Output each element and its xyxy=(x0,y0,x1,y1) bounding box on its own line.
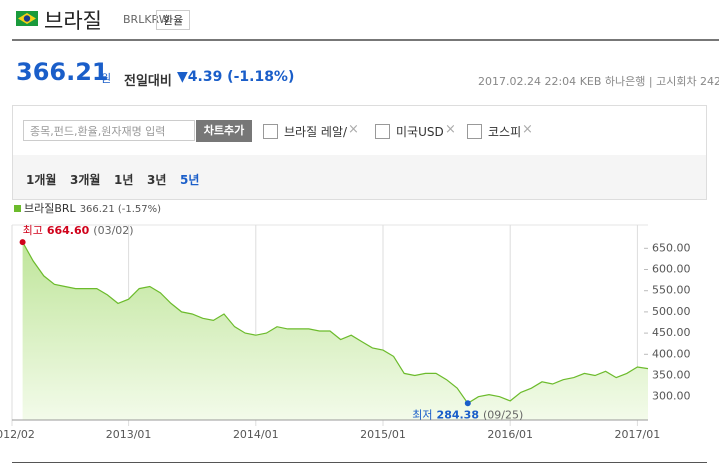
period-tab[interactable]: 5년 xyxy=(180,173,200,187)
period-bar xyxy=(12,155,707,200)
x-tick-label: 2013/01 xyxy=(106,428,152,441)
y-tick-label: 500.00 xyxy=(652,305,691,318)
y-tick-label: 600.00 xyxy=(652,263,691,276)
remove-icon[interactable]: × xyxy=(445,122,456,137)
divider xyxy=(12,39,719,41)
time: 2017.02.24 22:04 xyxy=(478,75,577,88)
compare-checkbox[interactable] xyxy=(467,124,482,139)
source: KEB 하나은행 xyxy=(579,75,646,88)
remove-icon[interactable]: × xyxy=(348,122,359,137)
add-chart-button[interactable]: 차트추가 xyxy=(196,120,252,142)
search-input[interactable]: 종목,펀드,환율,원자재명 입력 xyxy=(23,120,195,141)
legend-label: 브라질BRL xyxy=(24,202,77,215)
x-tick-label: 2016/01 xyxy=(487,428,533,441)
bottom-line xyxy=(12,462,707,463)
currency-name: 브라질 xyxy=(44,9,102,33)
annotation-text: 최고 xyxy=(23,224,43,237)
compare-label: 코스피 xyxy=(488,125,522,139)
price-unit: 원 xyxy=(101,72,112,85)
period-tab[interactable]: 1개월 xyxy=(26,173,57,187)
period-tab[interactable]: 3개월 xyxy=(70,173,101,187)
price: 366.21 xyxy=(16,58,109,86)
high-annotation: 최고 664.60 (03/02) xyxy=(23,224,134,237)
annotation-date: (03/02) xyxy=(93,224,133,237)
low-marker xyxy=(464,400,471,407)
x-tick-label: 2012/02 xyxy=(0,428,35,441)
line xyxy=(22,241,649,405)
compare-checkbox[interactable] xyxy=(375,124,390,139)
y-tick-label: 450.00 xyxy=(652,326,691,339)
change-label: 전일대비 xyxy=(124,74,172,89)
high-marker xyxy=(19,239,26,246)
y-tick-label: 650.00 xyxy=(652,241,691,254)
period-tab[interactable]: 1년 xyxy=(114,173,134,187)
y-tick-label: 550.00 xyxy=(652,284,691,297)
period-tab[interactable]: 3년 xyxy=(147,173,167,187)
low-annotation: 최저 284.38 (09/25) xyxy=(412,408,523,421)
x-tick-label: 2014/01 xyxy=(233,428,279,441)
annotation-value-label: 284.38 xyxy=(437,408,479,421)
change: ▼4.39 (-1.18%) xyxy=(177,69,295,85)
currency-code: BRLKRW xyxy=(123,13,170,26)
annotation-date: (09/25) xyxy=(483,408,523,421)
round: 고시회차 242회 xyxy=(656,75,719,88)
annotation-value-label: 664.60 xyxy=(47,224,90,237)
compare-label: 브라질 레알/ xyxy=(284,125,348,139)
y-tick-label: 400.00 xyxy=(652,347,691,360)
x-tick-label: 2017/01 xyxy=(615,428,661,441)
y-tick-label: 300.00 xyxy=(652,390,691,403)
legend-swatch xyxy=(14,205,21,212)
x-tick-label: 2015/01 xyxy=(360,428,406,441)
flag xyxy=(16,11,38,26)
area xyxy=(22,242,649,420)
remove-icon[interactable]: × xyxy=(522,122,533,137)
rate-button[interactable]: 환율 xyxy=(156,10,191,30)
y-tick-label: 350.00 xyxy=(652,368,691,381)
compare-label: 미국USD xyxy=(396,125,444,139)
annotation-text: 최저 xyxy=(412,408,432,421)
compare-checkbox[interactable] xyxy=(263,124,278,139)
legend-value: 366.21 (-1.57%) xyxy=(80,204,161,215)
timestamp: 2017.02.24 22:04 KEB 하나은행 | 고시회차 242회 xyxy=(478,73,719,89)
